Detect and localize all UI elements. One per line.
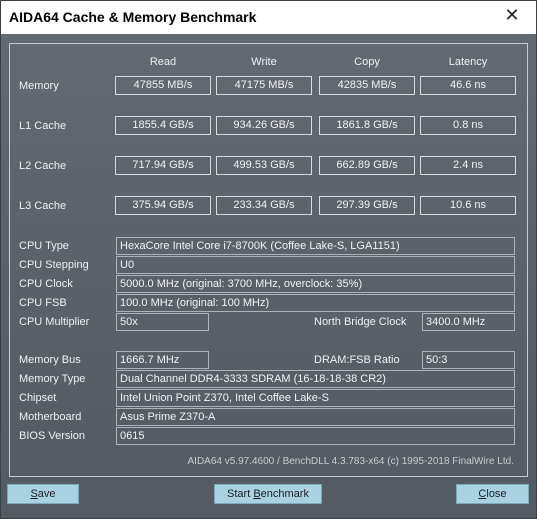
cpu-stepping-label: CPU Stepping — [19, 259, 89, 271]
memory-bus-value: 1666.7 MHz — [116, 351, 209, 369]
cpu-multiplier-value: 50x — [116, 313, 209, 331]
l3-read-value: 375.94 GB/s — [115, 196, 211, 215]
cpu-multiplier-label: CPU Multiplier — [19, 316, 90, 328]
motherboard-value: Asus Prime Z370-A — [116, 408, 515, 426]
l3-latency-value: 10.6 ns — [420, 196, 516, 215]
row-label-l2-cache: L2 Cache — [19, 160, 67, 172]
l1-read-value: 1855.4 GB/s — [115, 116, 211, 135]
memory-type-label: Memory Type — [19, 373, 86, 385]
chipset-value: Intel Union Point Z370, Intel Coffee Lak… — [116, 389, 515, 407]
results-panel — [9, 43, 528, 477]
l2-copy-value: 662.89 GB/s — [319, 156, 415, 175]
copyright-text: AIDA64 v5.97.4600 / BenchDLL 4.3.783-x64… — [187, 456, 515, 467]
cpu-type-value: HexaCore Intel Core i7-8700K (Coffee Lak… — [116, 237, 515, 255]
north-bridge-clock-value: 3400.0 MHz — [422, 313, 515, 331]
l2-read-value: 717.94 GB/s — [115, 156, 211, 175]
l3-copy-value: 297.39 GB/s — [319, 196, 415, 215]
close-icon[interactable]: ✕ — [504, 5, 520, 26]
save-button[interactable]: Save — [7, 484, 79, 504]
dram-fsb-ratio-value: 50:3 — [422, 351, 515, 369]
start-button-label-pre: Start — [227, 488, 254, 500]
column-header-latency: Latency — [448, 56, 488, 68]
memory-latency-value: 46.6 ns — [420, 76, 516, 95]
l2-latency-value: 2.4 ns — [420, 156, 516, 175]
column-header-copy: Copy — [354, 56, 380, 68]
north-bridge-clock-label: North Bridge Clock — [314, 316, 407, 328]
save-button-hotkey: S — [30, 488, 38, 500]
column-header-read: Read — [149, 56, 177, 68]
l2-write-value: 499.53 GB/s — [216, 156, 312, 175]
l1-write-value: 934.26 GB/s — [216, 116, 312, 135]
memory-write-value: 47175 MB/s — [216, 76, 312, 95]
bios-version-label: BIOS Version — [19, 430, 86, 442]
title-bar[interactable]: AIDA64 Cache & Memory Benchmark ✕ — [1, 1, 536, 34]
cpu-type-label: CPU Type — [19, 240, 69, 252]
row-label-l3-cache: L3 Cache — [19, 200, 67, 212]
cpu-stepping-value: U0 — [116, 256, 515, 274]
memory-bus-label: Memory Bus — [19, 354, 81, 366]
memory-type-value: Dual Channel DDR4-3333 SDRAM (16-18-18-3… — [116, 370, 515, 388]
bios-version-value: 0615 — [116, 427, 515, 445]
row-label-memory: Memory — [19, 80, 59, 92]
start-benchmark-button[interactable]: Start Benchmark — [214, 484, 322, 504]
motherboard-label: Motherboard — [19, 411, 82, 423]
close-button-hotkey: C — [478, 488, 487, 500]
row-label-l1-cache: L1 Cache — [19, 120, 67, 132]
cpu-fsb-label: CPU FSB — [19, 297, 67, 309]
cpu-fsb-value: 100.0 MHz (original: 100 MHz) — [116, 294, 515, 312]
l1-copy-value: 1861.8 GB/s — [319, 116, 415, 135]
l1-latency-value: 0.8 ns — [420, 116, 516, 135]
memory-read-value: 47855 MB/s — [115, 76, 211, 95]
close-button[interactable]: Close — [456, 484, 529, 504]
cpu-clock-value: 5000.0 MHz (original: 3700 MHz, overcloc… — [116, 275, 515, 293]
chipset-label: Chipset — [19, 392, 57, 404]
memory-copy-value: 42835 MB/s — [319, 76, 415, 95]
cpu-clock-label: CPU Clock — [19, 278, 73, 290]
l3-write-value: 233.34 GB/s — [216, 196, 312, 215]
window-title: AIDA64 Cache & Memory Benchmark — [9, 9, 257, 25]
column-header-write: Write — [251, 56, 277, 68]
start-button-hotkey: B — [253, 488, 261, 500]
save-button-label-post: ave — [37, 488, 56, 500]
dram-fsb-ratio-label: DRAM:FSB Ratio — [314, 354, 400, 366]
close-button-label-post: lose — [486, 488, 507, 500]
start-button-label-post: enchmark — [260, 488, 309, 500]
